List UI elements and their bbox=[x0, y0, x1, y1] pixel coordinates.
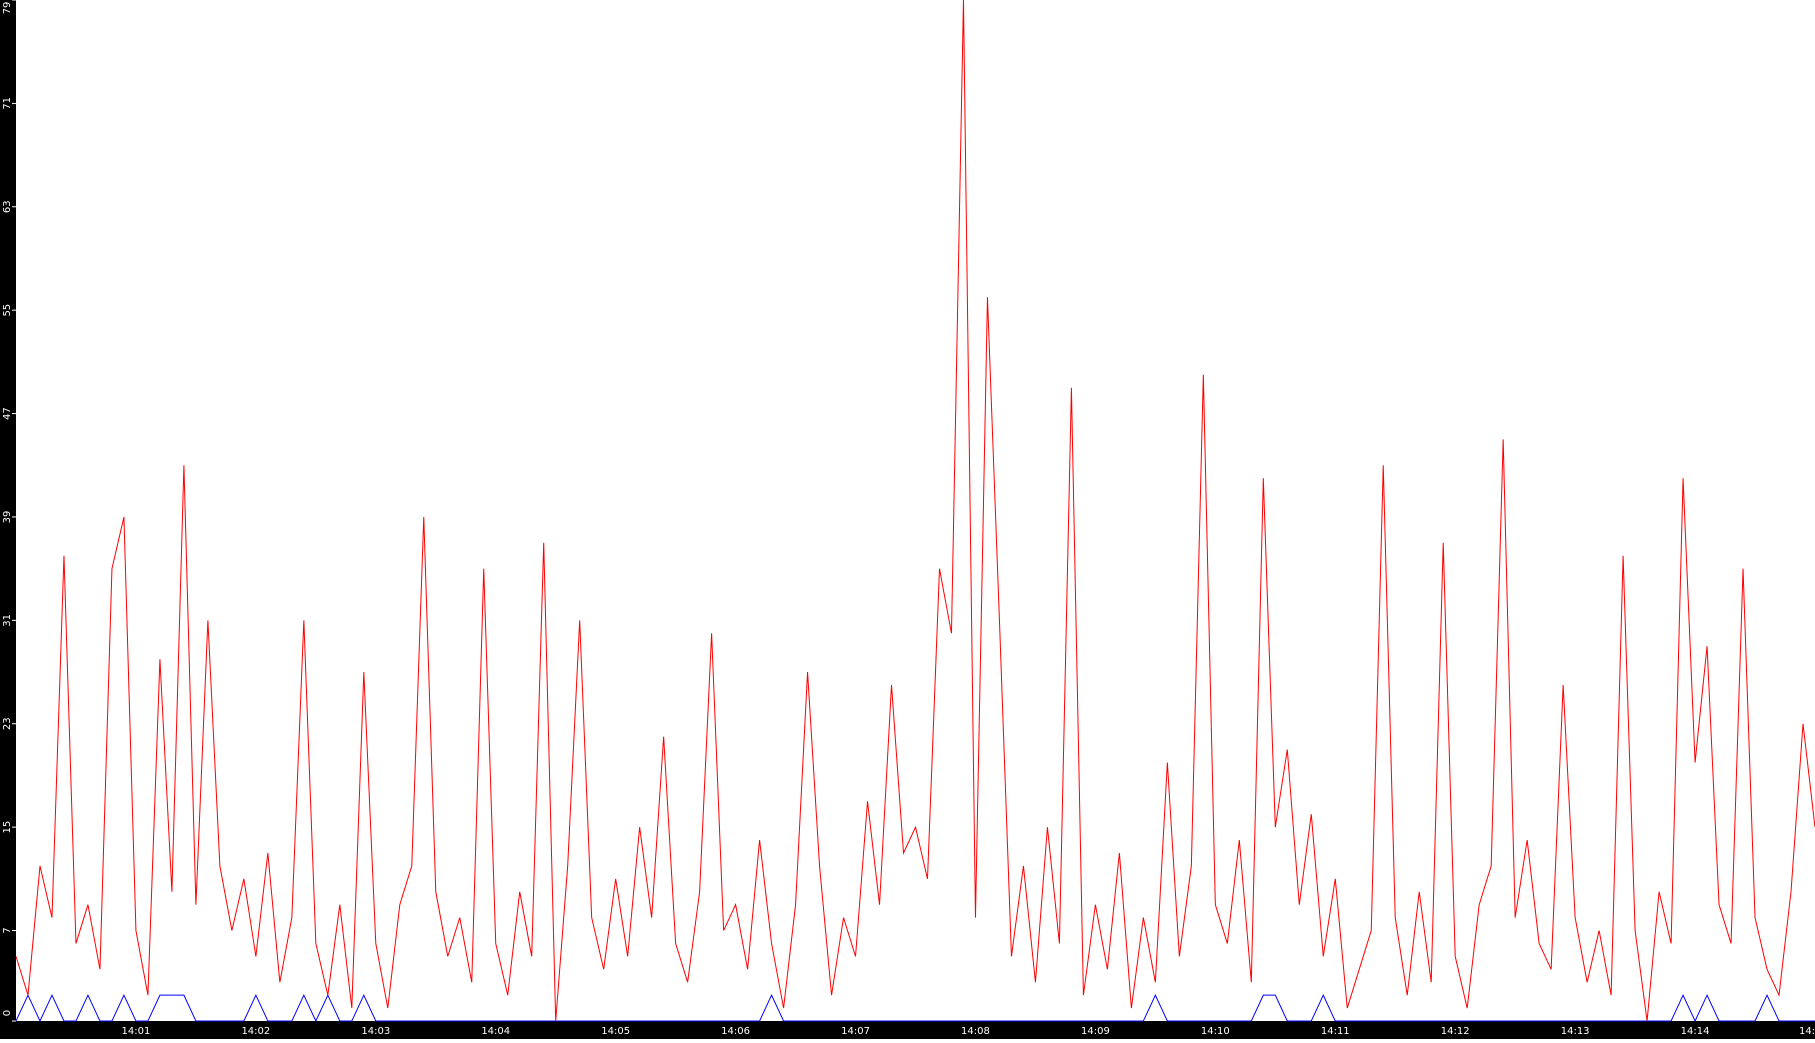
y-tick-label: 79 bbox=[2, 2, 13, 15]
y-tick-label: 63 bbox=[2, 200, 13, 213]
x-tick-label: 14:01 bbox=[122, 1026, 151, 1037]
x-tick-label: 14:03 bbox=[361, 1026, 390, 1037]
x-tick-label: 14:05 bbox=[601, 1026, 630, 1037]
y-tick-label: 55 bbox=[2, 304, 13, 317]
y-tick-label: 0 bbox=[2, 1010, 13, 1016]
y-tick-label: 31 bbox=[2, 614, 13, 627]
y-tick-label: 39 bbox=[2, 511, 13, 524]
x-tick-label: 14:11 bbox=[1321, 1026, 1350, 1037]
x-tick-label: 14:10 bbox=[1201, 1026, 1230, 1037]
x-tick-label: 14:02 bbox=[241, 1026, 270, 1037]
y-tick-label: 47 bbox=[2, 407, 13, 420]
x-tick-label: 14:12 bbox=[1441, 1026, 1470, 1037]
x-tick-label: 14: bbox=[1799, 1026, 1815, 1037]
x-tick-label: 14:06 bbox=[721, 1026, 750, 1037]
y-tick-label: 71 bbox=[2, 97, 13, 110]
x-tick-label: 14:09 bbox=[1081, 1026, 1110, 1037]
x-tick-label: 14:13 bbox=[1561, 1026, 1590, 1037]
x-tick-label: 14:04 bbox=[481, 1026, 510, 1037]
x-axis-bar bbox=[0, 1021, 1815, 1039]
x-tick-label: 14:14 bbox=[1681, 1026, 1710, 1037]
y-tick-label: 23 bbox=[2, 717, 13, 730]
x-tick-label: 14:07 bbox=[841, 1026, 870, 1037]
y-tick-label: 7 bbox=[2, 927, 13, 933]
y-axis-bar bbox=[0, 0, 16, 1039]
data-line bbox=[15, 0, 1815, 1022]
x-tick-label: 14:08 bbox=[961, 1026, 990, 1037]
data-line bbox=[15, 993, 1815, 1023]
y-tick-label: 15 bbox=[2, 821, 13, 834]
